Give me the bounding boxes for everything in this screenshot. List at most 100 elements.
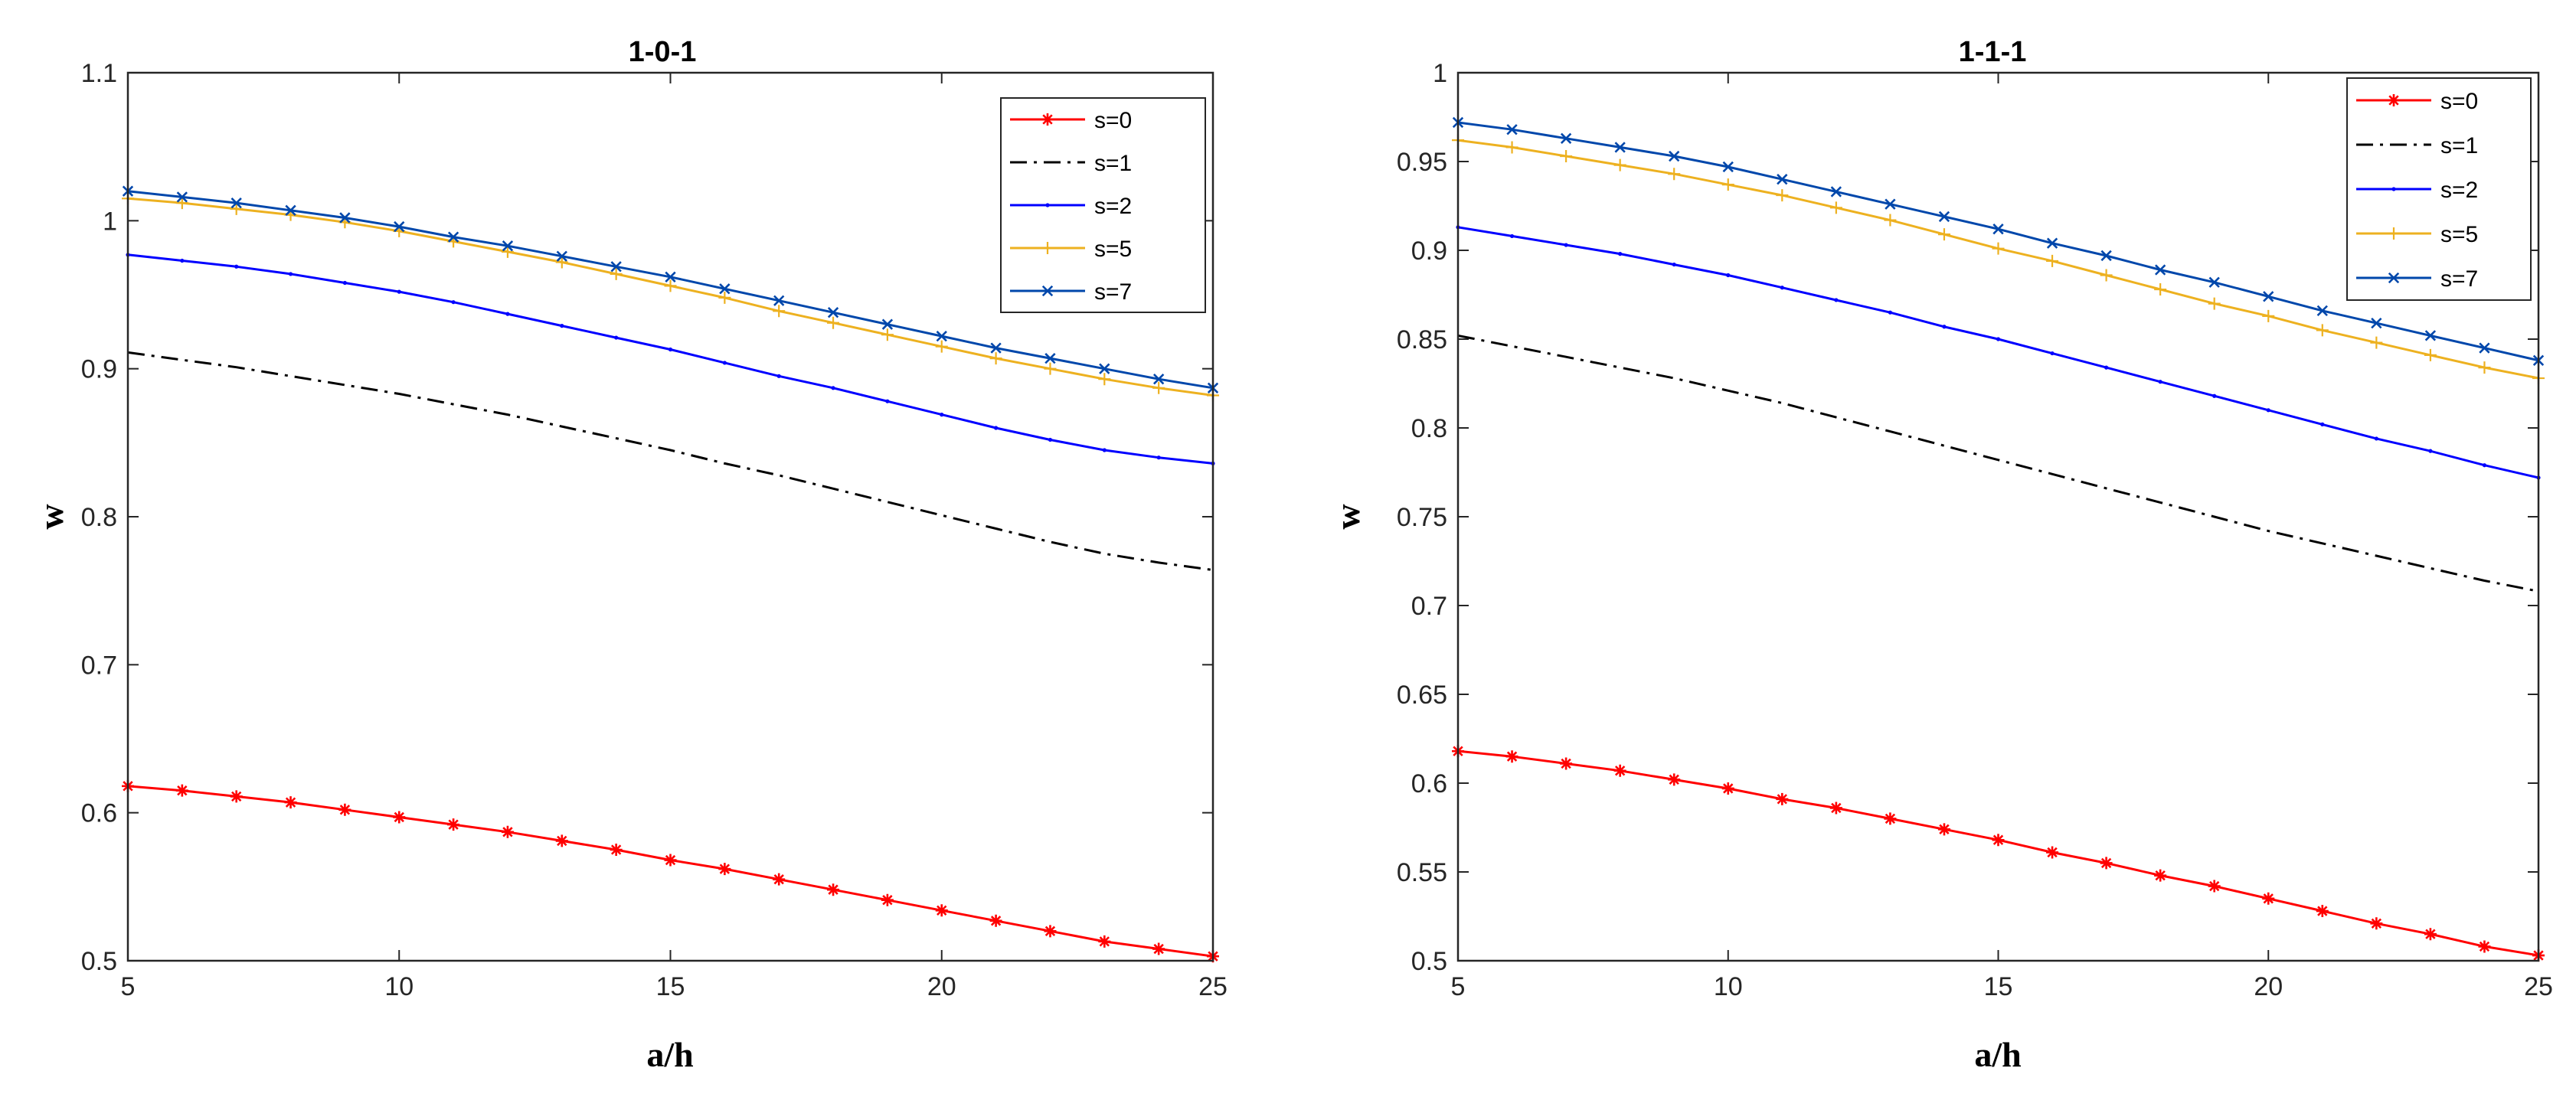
data-point xyxy=(1830,186,1842,198)
data-point xyxy=(2154,264,2166,276)
legend-entry: s=0 xyxy=(1010,108,1132,133)
data-point xyxy=(2208,880,2221,893)
data-point xyxy=(1885,198,1896,210)
data-point xyxy=(2479,342,2490,354)
data-point xyxy=(2154,283,2167,296)
data-point xyxy=(1777,174,1788,185)
data-point xyxy=(176,191,188,203)
data-point xyxy=(1506,124,1518,135)
data-point xyxy=(1780,286,1784,290)
legend-marker xyxy=(2388,272,2400,284)
y-tick-label: 0.8 xyxy=(81,503,117,532)
data-point xyxy=(175,784,188,797)
data-point xyxy=(2428,449,2433,453)
legend-label: s=7 xyxy=(1094,279,1132,305)
data-point xyxy=(1098,373,1111,386)
data-point xyxy=(1560,757,1573,770)
legend-entry: s=7 xyxy=(2356,266,2478,292)
data-point xyxy=(2046,237,2058,249)
data-point xyxy=(773,295,785,306)
x-tick-label: 5 xyxy=(121,972,136,1001)
legend-label: s=7 xyxy=(2440,266,2478,292)
data-point xyxy=(1152,374,1165,385)
legend-marker xyxy=(1041,113,1054,126)
data-point xyxy=(234,264,239,269)
y-tick-label: 0.8 xyxy=(1411,414,1447,443)
x-tick-label: 15 xyxy=(656,972,685,1001)
y-tick-label: 0.9 xyxy=(81,355,117,384)
data-point xyxy=(885,399,890,403)
data-point xyxy=(2478,361,2491,374)
legend-label: s=1 xyxy=(2440,133,2478,158)
data-point xyxy=(831,386,835,390)
data-point xyxy=(664,279,677,292)
data-point xyxy=(2154,869,2167,882)
data-point xyxy=(555,256,568,269)
plot-1-1-1: 1-1-1 5 10 15 20 25 0.5 0.55 0.6 0.65 0.7 0.75 0.8 0… xyxy=(1328,36,2553,1074)
data-point xyxy=(1044,352,1056,364)
data-point xyxy=(1152,381,1165,394)
data-point xyxy=(990,342,1002,354)
data-point xyxy=(1048,437,1053,442)
data-point xyxy=(1614,142,1626,153)
x-tick-label: 15 xyxy=(1984,972,2013,1001)
data-point xyxy=(2424,348,2437,361)
x-tick-label: 25 xyxy=(1198,972,1228,1001)
data-point xyxy=(2478,940,2491,953)
data-point xyxy=(1044,925,1057,938)
data-point xyxy=(610,844,623,856)
plot-1-0-1: 1-0-1 5 10 15 20 250.50.60.70.80.911.1 s=0s=… xyxy=(31,36,1228,1074)
tick-layer: 5 10 15 20 25 0.5 0.55 0.6 0.65 0.7 0.75 0.8 0.85 0.9… xyxy=(1397,59,2553,1001)
data-point xyxy=(827,316,840,329)
data-point xyxy=(1613,158,1626,171)
y-tick-label: 0.5 xyxy=(81,947,117,976)
data-point xyxy=(1564,243,1568,247)
data-point xyxy=(2104,365,2109,370)
data-point xyxy=(2208,276,2220,288)
data-point xyxy=(2370,336,2383,349)
data-point xyxy=(1509,233,1515,239)
data-point xyxy=(2371,317,2382,329)
legend-label: s=1 xyxy=(1094,151,1132,176)
series-s-0 xyxy=(1452,745,2545,962)
y-tick-label: 1.1 xyxy=(81,59,117,88)
data-point xyxy=(827,307,839,318)
axes-frame xyxy=(1456,71,2540,962)
x-tick-label: 25 xyxy=(2524,972,2553,1001)
data-point xyxy=(881,328,894,341)
data-point xyxy=(288,272,293,276)
legend-entry: s=2 xyxy=(2356,178,2478,203)
legend: s=0 s=1 s=2 s=5 s=7 xyxy=(2346,77,2532,301)
data-point xyxy=(664,854,677,867)
series-s-7 xyxy=(1452,116,2545,366)
x-axis-label: a/h xyxy=(1974,1035,2021,1074)
data-point xyxy=(1721,178,1734,191)
legend-label: s=0 xyxy=(2440,89,2478,114)
y-axis-label: w xyxy=(1328,504,1367,529)
data-point xyxy=(1992,242,2005,255)
data-point xyxy=(1098,935,1111,948)
data-point xyxy=(881,318,894,330)
legend-marker xyxy=(2391,187,2396,191)
data-point xyxy=(1099,363,1110,374)
data-point xyxy=(614,335,619,340)
data-point xyxy=(2046,846,2059,859)
x-axis-label: a/h xyxy=(646,1035,693,1074)
y-axis-label: w xyxy=(31,504,70,529)
legend-label: s=5 xyxy=(2440,222,2478,247)
legend-marker xyxy=(1041,242,1054,254)
series-s-1 xyxy=(127,351,1214,572)
series-layer xyxy=(122,185,1219,963)
data-point xyxy=(2158,380,2162,384)
data-point xyxy=(394,220,405,233)
legend-label: s=2 xyxy=(2440,178,2478,203)
data-point xyxy=(668,347,673,352)
data-point xyxy=(935,904,948,917)
legend-entry: s=2 xyxy=(1010,194,1132,219)
data-point xyxy=(397,289,401,294)
data-point xyxy=(1560,150,1573,163)
data-point xyxy=(2374,436,2378,441)
series-layer xyxy=(1452,116,2545,962)
data-point xyxy=(1505,141,1518,154)
